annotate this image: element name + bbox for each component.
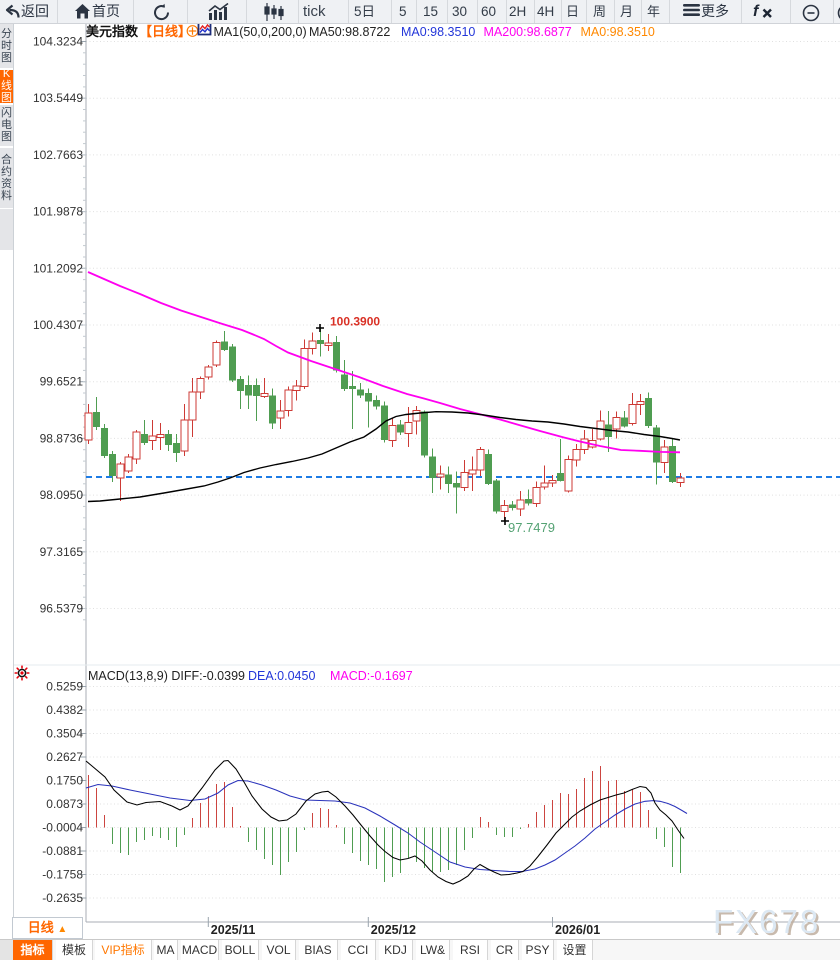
svg-text:MACD:-0.1697: MACD:-0.1697: [330, 669, 413, 683]
svg-text:DEA:0.0450: DEA:0.0450: [248, 669, 315, 683]
svg-text:0.3504: 0.3504: [46, 727, 83, 741]
svg-text:-0.0881: -0.0881: [42, 844, 83, 858]
svg-text:102.7663: 102.7663: [33, 148, 83, 162]
svg-text:98.0950: 98.0950: [40, 488, 84, 502]
svg-text:MA1(50,0,200,0): MA1(50,0,200,0): [214, 25, 307, 39]
svg-text:103.5449: 103.5449: [33, 91, 83, 105]
svg-text:-0.1758: -0.1758: [42, 868, 83, 882]
svg-text:0.0873: 0.0873: [46, 797, 83, 811]
svg-text:FX678: FX678: [713, 903, 820, 940]
svg-text:【日线】: 【日线】: [139, 24, 191, 39]
svg-text:100.3900: 100.3900: [330, 315, 380, 329]
svg-text:2025/11: 2025/11: [211, 923, 256, 937]
svg-text:104.3234: 104.3234: [33, 35, 83, 49]
svg-text:96.5379: 96.5379: [40, 602, 84, 616]
svg-text:97.3165: 97.3165: [40, 545, 84, 559]
svg-text:99.6521: 99.6521: [40, 375, 84, 389]
svg-text:97.7479: 97.7479: [508, 520, 555, 535]
svg-text:101.9878: 101.9878: [33, 205, 83, 219]
svg-text:-0.2635: -0.2635: [42, 891, 83, 905]
svg-text:FX678: FX678: [715, 905, 822, 942]
svg-text:-0.0004: -0.0004: [42, 821, 83, 835]
svg-text:MA0:98.3510: MA0:98.3510: [581, 25, 655, 39]
svg-text:MACD(13,8,9) DIFF:-0.0399: MACD(13,8,9) DIFF:-0.0399: [88, 669, 245, 683]
svg-text:0.5259: 0.5259: [46, 680, 83, 694]
svg-text:MA50:98.8722: MA50:98.8722: [309, 25, 390, 39]
svg-text:美元指数: 美元指数: [86, 24, 139, 39]
svg-text:MA200:98.6877: MA200:98.6877: [484, 25, 572, 39]
svg-text:2026/01: 2026/01: [555, 923, 600, 937]
svg-text:2025/12: 2025/12: [371, 923, 416, 937]
svg-text:0.4382: 0.4382: [46, 703, 83, 717]
svg-text:0.1750: 0.1750: [46, 774, 83, 788]
svg-text:0.2627: 0.2627: [46, 750, 83, 764]
svg-text:MA0:98.3510: MA0:98.3510: [401, 25, 475, 39]
svg-text:98.8736: 98.8736: [40, 431, 84, 445]
svg-text:100.4307: 100.4307: [33, 318, 83, 332]
svg-text:101.2092: 101.2092: [33, 261, 83, 275]
